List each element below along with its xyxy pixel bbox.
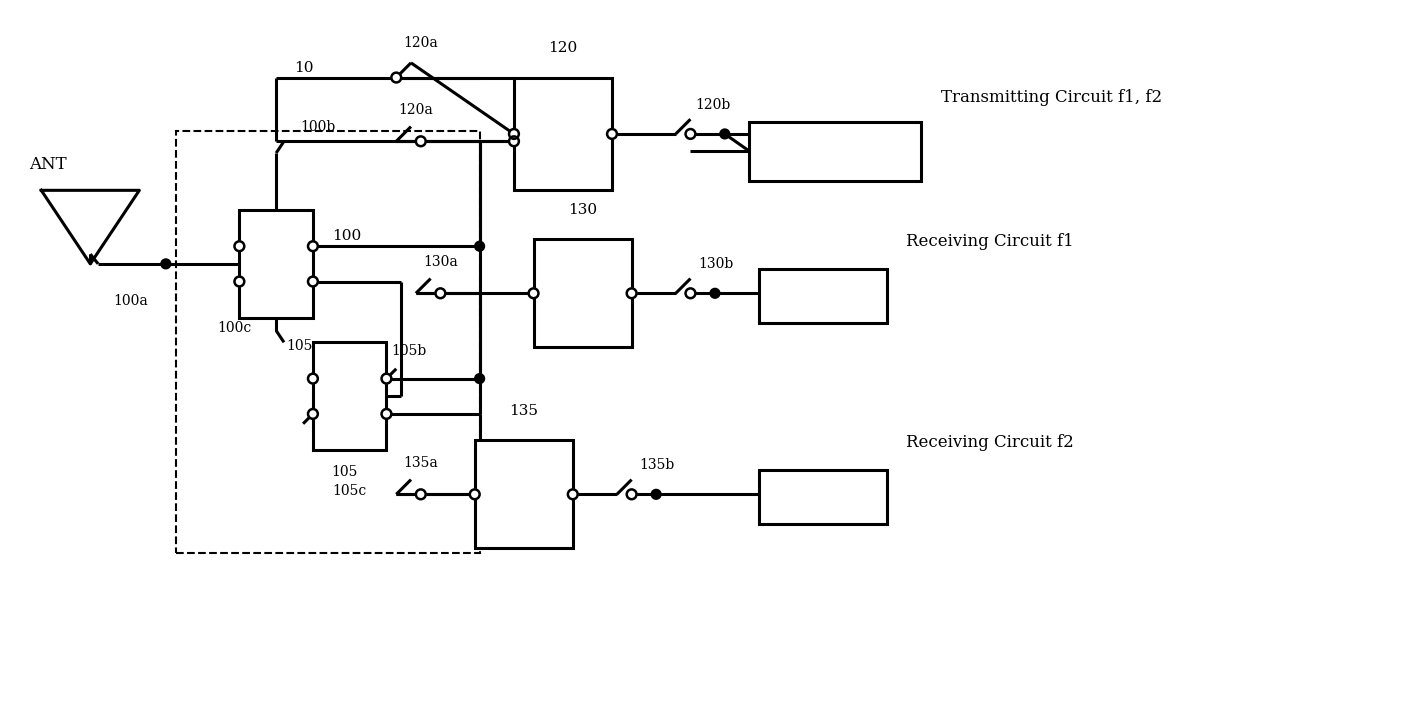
Circle shape	[308, 242, 318, 251]
Text: 135: 135	[509, 404, 538, 418]
Bar	[759, 470, 886, 523]
Text: 105a: 105a	[285, 339, 321, 353]
Circle shape	[308, 409, 318, 419]
Circle shape	[711, 288, 719, 298]
Circle shape	[475, 242, 485, 251]
Text: 130b: 130b	[698, 257, 733, 271]
Circle shape	[509, 136, 519, 146]
Circle shape	[391, 72, 401, 82]
Circle shape	[475, 374, 485, 384]
Text: 100b: 100b	[301, 120, 335, 133]
Circle shape	[234, 277, 244, 286]
Text: 135a: 135a	[404, 456, 438, 470]
Bar	[176, 131, 479, 553]
Circle shape	[415, 490, 425, 499]
Text: 100: 100	[332, 229, 362, 243]
Text: 105b: 105b	[391, 344, 427, 358]
Bar	[514, 77, 612, 190]
Bar	[759, 269, 886, 323]
Circle shape	[308, 374, 318, 384]
Circle shape	[381, 374, 391, 384]
Text: 120a: 120a	[398, 103, 434, 117]
Text: TX1,TX2: TX1,TX2	[802, 144, 868, 158]
Circle shape	[685, 288, 695, 298]
Text: RX1: RX1	[806, 289, 839, 303]
Circle shape	[651, 490, 661, 499]
Circle shape	[719, 129, 729, 139]
Text: 135b: 135b	[639, 458, 675, 472]
Text: RX2: RX2	[806, 490, 839, 504]
Text: Transmitting Circuit f1, f2: Transmitting Circuit f1, f2	[940, 89, 1162, 105]
Text: 130a: 130a	[422, 255, 458, 269]
Circle shape	[415, 136, 425, 146]
Bar	[240, 210, 313, 318]
Text: Receiving Circuit f2: Receiving Circuit f2	[906, 435, 1075, 451]
Text: 105: 105	[331, 465, 358, 479]
Text: Receiving Circuit f1: Receiving Circuit f1	[906, 233, 1075, 250]
Circle shape	[469, 490, 479, 499]
Circle shape	[381, 409, 391, 419]
Bar	[749, 122, 920, 181]
Circle shape	[626, 288, 636, 298]
Circle shape	[528, 288, 538, 298]
Text: ANT: ANT	[30, 156, 67, 173]
Circle shape	[606, 129, 616, 139]
Text: 120a: 120a	[404, 37, 438, 50]
Circle shape	[509, 129, 519, 139]
Bar	[475, 440, 572, 549]
Text: 105c: 105c	[332, 485, 367, 498]
Text: 100a: 100a	[113, 294, 148, 308]
Text: 120b: 120b	[695, 98, 731, 112]
Bar	[313, 342, 387, 450]
Circle shape	[308, 277, 318, 286]
Circle shape	[435, 288, 445, 298]
Circle shape	[234, 242, 244, 251]
Circle shape	[568, 490, 578, 499]
Circle shape	[161, 259, 171, 269]
Text: 10: 10	[294, 61, 314, 75]
Circle shape	[626, 490, 636, 499]
Bar	[534, 239, 632, 347]
Text: 120: 120	[548, 41, 578, 55]
Circle shape	[685, 129, 695, 139]
Text: 100c: 100c	[217, 320, 251, 335]
Text: 130: 130	[568, 203, 596, 217]
